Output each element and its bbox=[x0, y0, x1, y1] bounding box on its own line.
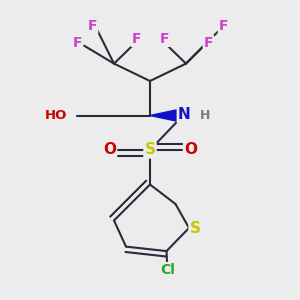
Text: F: F bbox=[204, 36, 213, 50]
Text: O: O bbox=[103, 142, 116, 158]
Text: S: S bbox=[145, 142, 155, 158]
Text: F: F bbox=[73, 36, 82, 50]
Text: H: H bbox=[200, 109, 211, 122]
Text: Cl: Cl bbox=[160, 263, 175, 277]
Text: N: N bbox=[178, 107, 190, 122]
Text: F: F bbox=[219, 20, 228, 33]
Text: F: F bbox=[160, 32, 169, 46]
Text: HO: HO bbox=[44, 109, 67, 122]
Text: F: F bbox=[88, 20, 97, 33]
Text: F: F bbox=[132, 32, 141, 46]
Text: S: S bbox=[190, 221, 200, 236]
Text: O: O bbox=[184, 142, 197, 158]
Polygon shape bbox=[150, 109, 182, 122]
